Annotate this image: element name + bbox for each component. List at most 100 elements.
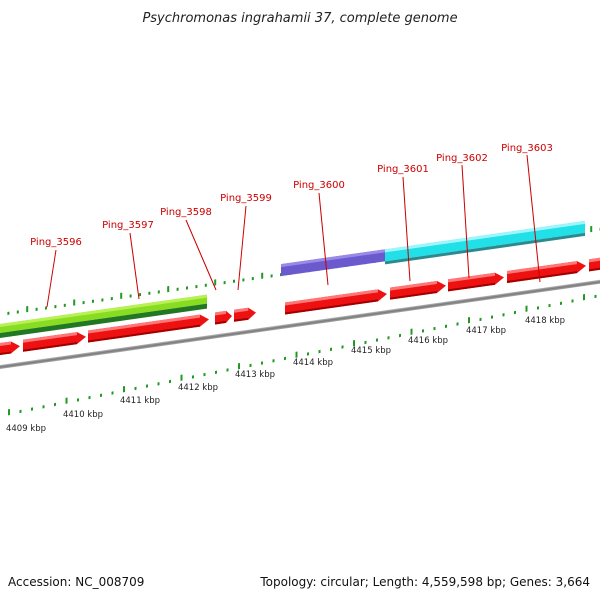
scale-tick — [180, 374, 183, 381]
scale-tick — [54, 402, 56, 407]
kbp-label: 4417 kbp — [466, 326, 506, 336]
scale-tick — [8, 408, 10, 416]
scale-tick — [31, 407, 33, 411]
scale-tick — [215, 370, 217, 374]
scale-tick — [88, 395, 91, 400]
gene-leader-line — [461, 164, 470, 279]
gene-label[interactable]: Ping_3598 — [160, 207, 212, 218]
outer-tick — [270, 274, 273, 278]
scale-tick — [583, 293, 585, 301]
cds-arrow — [88, 314, 209, 343]
scale-tick — [525, 305, 528, 312]
scale-tick — [19, 409, 22, 414]
scale-tick — [192, 375, 194, 379]
outer-tick — [139, 292, 141, 297]
scale-tick — [111, 391, 114, 395]
scale-tick — [491, 315, 493, 319]
map-title: Psychromonas ingrahamii 37, complete gen… — [142, 11, 457, 26]
scale-tick — [330, 347, 332, 351]
gene-label[interactable]: Ping_3600 — [293, 180, 345, 191]
kbp-label-group: 4409 kbp 4410 kbp 4411 kbp 4412 kbp 4413… — [6, 316, 565, 434]
scale-tick — [571, 299, 574, 303]
outer-tick — [148, 291, 151, 295]
gene-label[interactable]: Ping_3602 — [436, 153, 488, 164]
scale-tick — [134, 386, 137, 391]
genome-backbone — [0, 278, 600, 371]
scale-tick — [433, 326, 436, 331]
scale-tick — [376, 338, 378, 342]
scale-tick — [272, 359, 275, 363]
scale-tick — [422, 329, 424, 333]
scale-tick — [307, 352, 309, 356]
gene-leader-line — [318, 192, 329, 286]
scale-tick — [548, 303, 551, 308]
outer-tick — [186, 286, 188, 290]
cds-arrow — [23, 332, 86, 352]
scale-tick — [445, 324, 447, 328]
outer-tick — [26, 305, 29, 313]
scale-tick — [318, 349, 321, 354]
scale-tick — [77, 398, 79, 402]
outer-tick — [167, 285, 170, 293]
scale-tick — [42, 405, 45, 409]
scale-tick — [399, 333, 401, 338]
scale-tick — [537, 306, 539, 310]
outer-tick — [92, 299, 94, 303]
outer-tick — [73, 299, 76, 306]
scale-tick — [364, 340, 367, 345]
gene-label[interactable]: Ping_3597 — [102, 220, 154, 231]
cds-arrow — [285, 289, 387, 315]
scale-tick — [479, 317, 482, 322]
outer-tick — [233, 279, 235, 283]
outer-tick — [54, 304, 57, 309]
outer-tick — [204, 283, 207, 287]
outer-tick — [590, 225, 593, 233]
feature-bar-green — [0, 294, 207, 339]
scale-tick — [560, 301, 562, 305]
scale-tick — [157, 382, 160, 386]
scale-tick — [238, 362, 240, 370]
scale-tick — [468, 316, 470, 324]
outer-tick — [242, 278, 245, 282]
scale-tick — [514, 310, 516, 315]
kbp-label: 4416 kbp — [408, 336, 448, 346]
scale-tick — [203, 372, 206, 377]
outer-tick — [63, 303, 66, 307]
gene-leader-line — [46, 249, 57, 308]
cds-arrow — [215, 310, 232, 325]
outer-tick — [82, 300, 85, 305]
cds-arrow — [589, 256, 600, 272]
cds-arrow-row — [0, 256, 600, 358]
outer-tick — [120, 292, 123, 299]
cds-arrow — [448, 272, 504, 292]
gene-leader-line — [526, 154, 541, 283]
gene-label[interactable]: Ping_3601 — [377, 164, 429, 175]
scale-tick — [594, 294, 597, 299]
kbp-label: 4414 kbp — [293, 358, 333, 368]
gene-leader-line — [237, 205, 247, 291]
kbp-label: 4411 kbp — [120, 396, 160, 406]
scale-tick — [123, 385, 125, 393]
accession-text: Accession: NC_008709 — [8, 575, 144, 589]
outer-tick — [129, 294, 132, 298]
outer-tick — [45, 306, 47, 310]
scale-tick — [456, 322, 459, 326]
gene-label[interactable]: Ping_3603 — [501, 143, 553, 154]
gene-label-group: Ping_3596 Ping_3597 Ping_3598 Ping_3599 … — [30, 143, 553, 248]
outer-tick — [35, 307, 38, 311]
gene-label[interactable]: Ping_3596 — [30, 237, 82, 248]
gene-leader-line — [129, 232, 140, 300]
outer-tick — [261, 272, 264, 279]
outer-tick — [157, 290, 160, 294]
kbp-label: 4409 kbp — [6, 424, 46, 434]
gene-leader-line — [402, 176, 411, 282]
outer-tick — [101, 298, 104, 302]
gene-label[interactable]: Ping_3599 — [220, 193, 272, 204]
outer-tick — [176, 287, 179, 291]
outer-tick — [7, 311, 10, 315]
scale-tick — [353, 339, 355, 347]
scale-tick — [100, 393, 102, 397]
scale-tick — [65, 397, 68, 404]
scale-tick — [284, 356, 286, 361]
